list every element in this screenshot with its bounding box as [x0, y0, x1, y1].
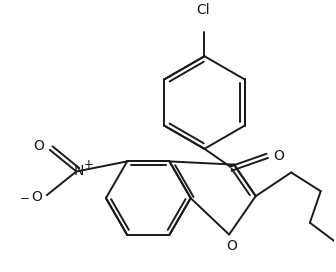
Text: O: O	[226, 239, 238, 254]
Text: Cl: Cl	[197, 3, 210, 17]
Text: O: O	[33, 139, 44, 153]
Text: −: −	[20, 191, 30, 205]
Text: N: N	[73, 165, 84, 178]
Text: O: O	[31, 190, 42, 204]
Text: O: O	[274, 149, 284, 163]
Text: +: +	[84, 158, 94, 171]
